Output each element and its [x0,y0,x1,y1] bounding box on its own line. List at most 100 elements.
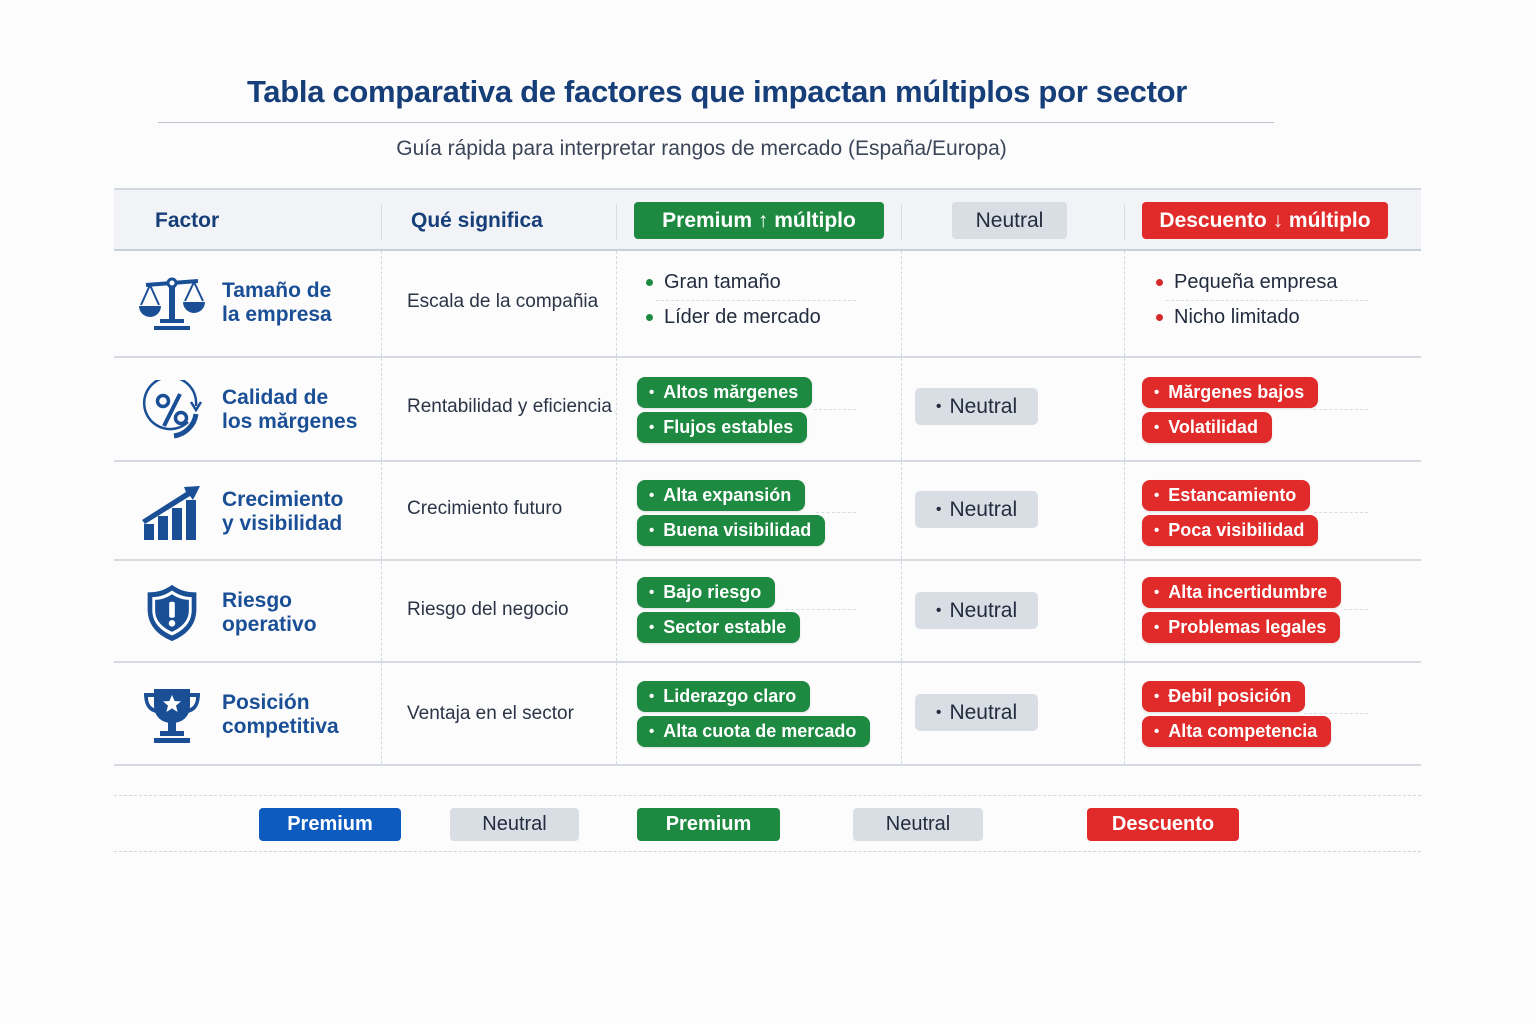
column-divider [1124,561,1125,661]
bullet-icon: • [1154,384,1160,401]
premium-chip: • Alta expansión [637,480,806,511]
column-divider [1124,663,1125,764]
column-divider [616,561,617,661]
factor-cell: Crecimiento y visibilidad [138,482,343,542]
discount-chip-text: Alta incertidumbre [1168,582,1328,602]
neutral-chip-text: Neutral [949,598,1018,622]
discount-header-badge: Descuento ↓ múltiplo [1142,202,1388,239]
discount-list: • Mărgenes bajos • Volatilidad [1142,377,1319,443]
premium-chip: • Liderazgo claro [637,681,811,712]
factor-label-line1: Crecimiento [222,488,344,511]
neutral-header-badge: Neutral [952,202,1067,239]
page-subtitle: Guía rápida para interpretar rangos de m… [396,137,1007,160]
premium-chip-text: Buena visibilidad [663,520,812,540]
bullet-icon [646,279,653,286]
factor-label-line2: operativo [222,613,317,636]
factor-cell: Calidad de los mărgenes [138,380,357,440]
item-divider [1304,713,1368,714]
factor-label: Tamaño de la empresa [222,279,332,327]
premium-list: • Liderazgo claro • Alta cuota de mercado [637,681,871,747]
factor-cell: Tamaño de la empresa [138,273,332,333]
factor-cell: Riesgo operativo [138,583,317,643]
discount-list: Pequeña empresa Nicho limitado [1156,265,1337,335]
discount-chip: • Volatilidad [1142,412,1272,443]
column-divider [381,561,382,661]
bullet-icon [1156,314,1163,321]
table-row: Crecimiento y visibilidad Crecimiento fu… [114,462,1421,561]
factor-label-line2: y visibilidad [222,512,343,535]
legend-neutral: Neutral [853,808,983,841]
column-divider [381,462,382,559]
item-divider [656,300,856,301]
premium-chip: • Buena visibilidad [637,515,826,546]
bullet-icon: • [1154,688,1160,705]
column-header-meaning: Qué significa [411,190,543,251]
column-divider [901,358,902,460]
column-divider [616,358,617,460]
item-divider [814,409,856,410]
discount-chip: • Mărgenes bajos [1142,377,1319,408]
bullet-icon: • [935,703,942,721]
column-header-factor-label: Factor [155,208,220,232]
factor-label: Riesgo operativo [222,589,317,637]
premium-chip-text: Flujos estables [663,417,794,437]
discount-chip: • Alta competencia [1142,716,1332,747]
premium-item-text: Líder de mercado [664,306,821,328]
bullet-icon: • [1154,584,1160,601]
column-divider [1124,358,1125,460]
discount-item: Pequeña empresa [1156,265,1337,300]
column-divider [901,204,902,240]
neutral-chip: • Neutral [915,491,1038,528]
meaning-text: Escala de la compañia [407,291,599,312]
bullet-icon: • [1154,487,1160,504]
premium-chip: • Bajo riesgo [637,577,776,608]
legend-divider-top [114,795,1421,796]
table-row: Riesgo operativo Riesgo del negocio • Baj… [114,561,1421,663]
neutral-chip-text: Neutral [949,700,1018,724]
column-divider [1124,462,1125,559]
column-divider [1124,204,1125,240]
premium-chip-text: Alta expansión [663,485,792,505]
discount-chip: • Alta incertidumbre [1142,577,1342,608]
meaning-text: Ventaja en el sector [407,703,574,724]
column-divider [901,462,902,559]
premium-list: • Alta expansión • Buena visibilidad [637,480,826,546]
factor-cell: Posición competitiva [138,685,339,745]
bullet-icon: • [649,419,655,436]
table-header: Factor Qué significa Premium ↑ múltiplo … [114,188,1421,251]
bullet-icon: • [1154,419,1160,436]
legend-premium-blue: Premium [259,808,401,841]
premium-chip: • Alta cuota de mercado [637,716,871,747]
growth-chart-icon [138,482,206,542]
premium-list: Gran tamaño Líder de mercado [646,265,821,335]
discount-chip-text: Volatilidad [1168,417,1258,437]
legend-neutral: Neutral [450,808,579,841]
premium-chip-text: Bajo riesgo [663,582,762,602]
premium-item: Líder de mercado [646,300,821,335]
discount-chip-text: Problemas legales [1168,617,1327,637]
factor-label: Posición competitiva [222,691,339,739]
bullet-icon: • [1154,723,1160,740]
title-divider [158,122,1274,123]
bullet-icon [1156,279,1163,286]
column-divider [381,358,382,460]
bullet-icon: • [935,601,942,619]
neutral-chip: • Neutral [915,592,1038,629]
bullet-icon: • [649,619,655,636]
discount-item: Nicho limitado [1156,300,1337,335]
discount-chip-text: Estancamiento [1168,485,1297,505]
discount-list: • Alta incertidumbre • Problemas legales [1142,577,1342,643]
item-divider [1314,409,1368,410]
column-divider [616,462,617,559]
shield-alert-icon [138,583,206,643]
item-divider [816,512,856,513]
discount-list: • Đebil posición • Alta competencia [1142,681,1332,747]
bullet-icon: • [1154,619,1160,636]
bullet-icon: • [649,487,655,504]
bullet-icon: • [649,522,655,539]
item-divider [1344,609,1368,610]
column-divider [616,251,617,356]
premium-list: • Bajo riesgo • Sector estable [637,577,801,643]
legend-discount: Descuento [1087,808,1239,841]
factor-label-line2: los mărgenes [222,410,358,433]
